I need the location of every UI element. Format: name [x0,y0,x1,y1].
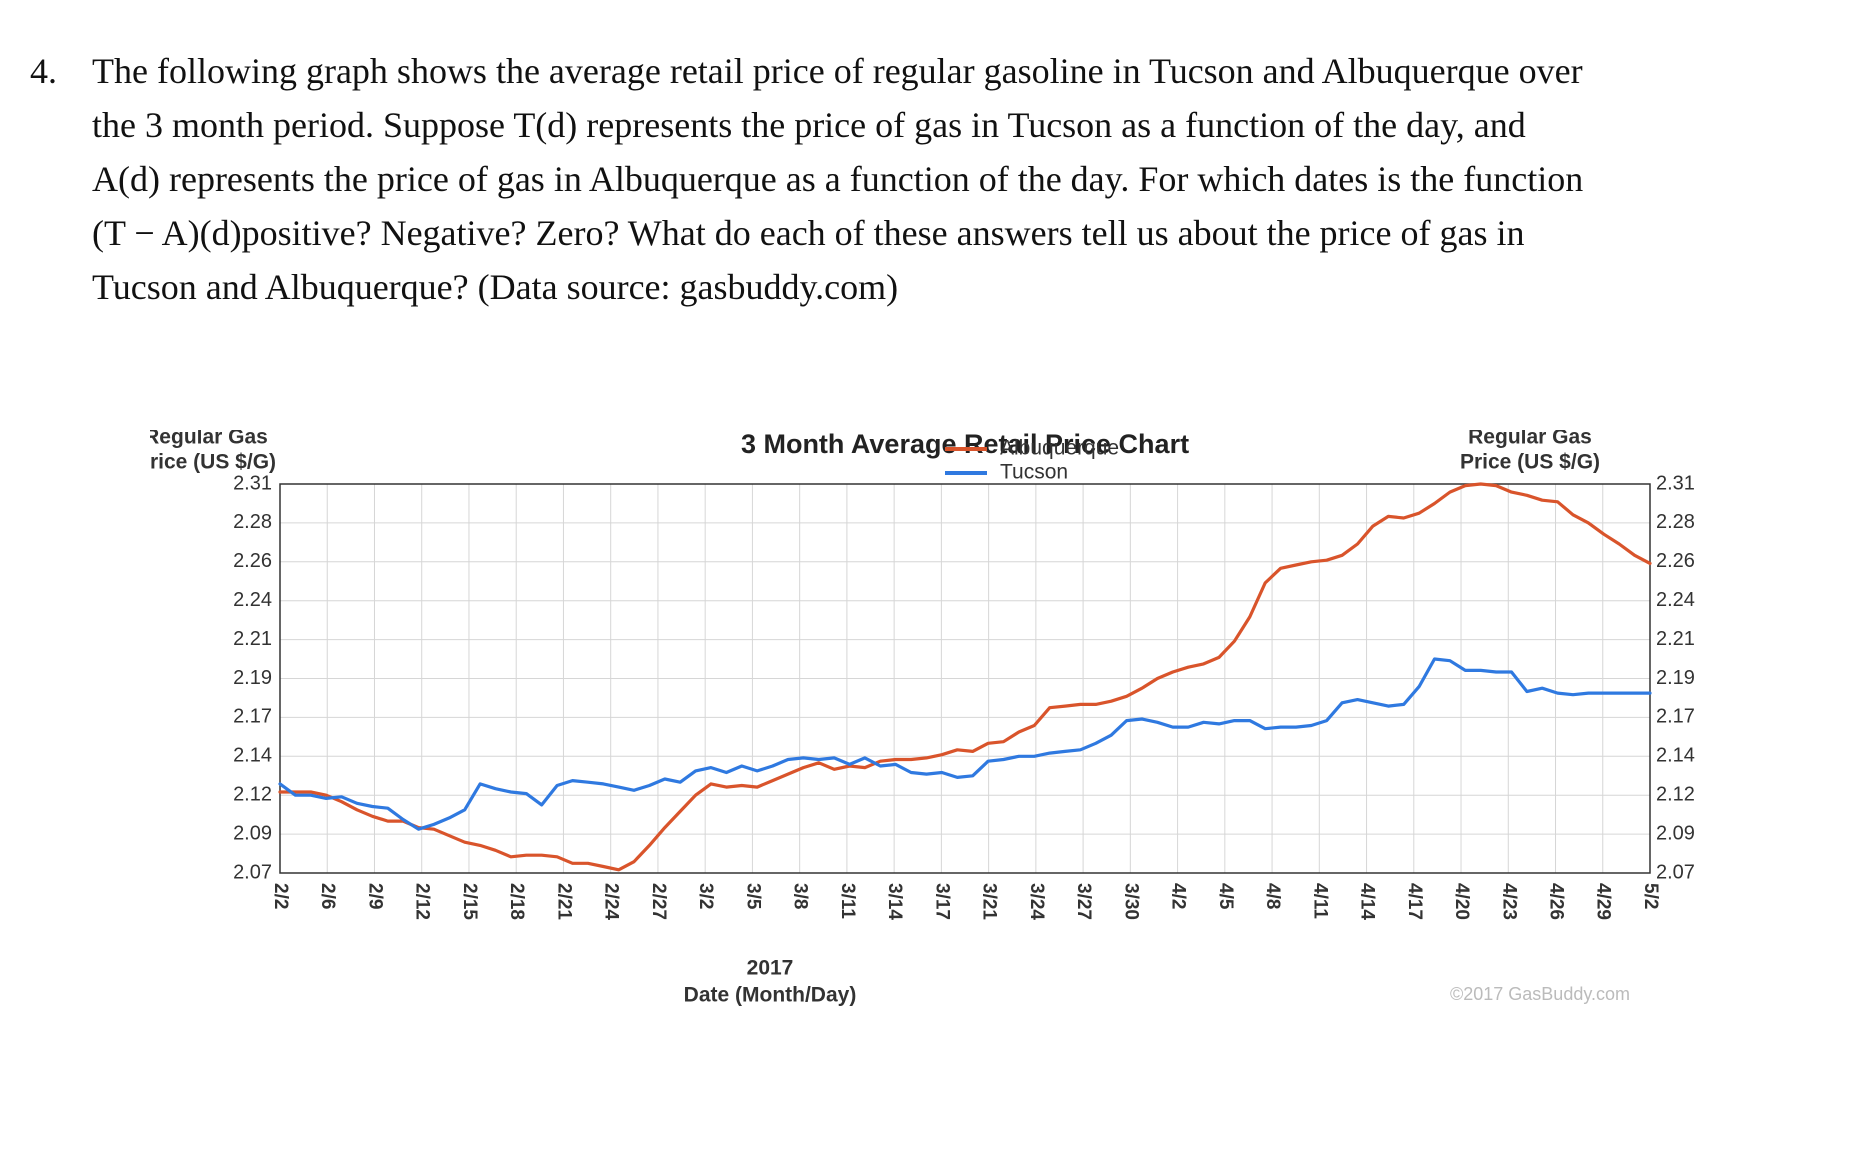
x-tick-label: 3/11 [837,883,858,919]
y-tick-label-left: 2.14 [233,745,272,767]
y-axis-title-left: Price (US $/G) [150,450,276,473]
y-tick-label-right: 2.28 [1656,511,1695,533]
y-tick-label-left: 2.26 [233,550,272,572]
problem-line-3: A(d) represents the price of gas in Albu… [92,159,1584,199]
watermark: ©2017 GasBuddy.com [1450,984,1630,1004]
y-tick-label-right: 2.24 [1656,589,1695,611]
x-tick-label: 4/17 [1404,883,1425,920]
y-tick-label-right: 2.31 [1656,472,1695,494]
series-line-albuquerque [278,482,1652,872]
x-tick-label: 4/11 [1309,883,1330,919]
x-tick-label: 3/5 [742,883,763,910]
x-tick-label: 3/27 [1073,883,1094,920]
problem-body: The following graph shows the average re… [92,44,1812,314]
year-label: 2017 [747,956,794,979]
y-tick-label-right: 2.07 [1656,861,1695,883]
x-tick-label: 5/2 [1640,883,1661,909]
x-tick-label: 4/8 [1262,883,1283,909]
legend-label-tucson: Tucson [1000,461,1068,484]
x-tick-label: 3/24 [1026,883,1047,920]
x-tick-label: 2/6 [317,883,338,909]
x-tick-label: 3/2 [695,883,716,909]
x-tick-label: 2/9 [364,883,385,909]
x-tick-label: 2/12 [412,883,433,920]
y-axis-title-right: Regular Gas [1468,430,1592,448]
x-tick-label: 2/21 [553,883,574,920]
y-tick-label-right: 2.19 [1656,667,1695,689]
problem-line-2: the 3 month period. Suppose T(d) represe… [92,105,1526,145]
y-tick-label-right: 2.17 [1656,706,1695,728]
y-tick-label-left: 2.09 [233,822,272,844]
x-axis-title: Date (Month/Day) [684,983,857,1006]
y-tick-label-left: 2.21 [233,628,272,650]
x-tick-label: 2/27 [648,883,669,920]
plot-frame [279,483,1651,874]
series-line-tucson [278,657,1652,831]
y-tick-label-right: 2.14 [1656,745,1695,767]
x-tick-label: 2/24 [601,883,622,920]
problem-number: 4. [30,51,57,91]
y-tick-label-left: 2.19 [233,667,272,689]
y-tick-label-right: 2.09 [1656,822,1695,844]
y-tick-label-left: 2.07 [233,861,272,883]
y-tick-label-right: 2.12 [1656,783,1695,805]
y-tick-label-right: 2.21 [1656,628,1695,650]
x-tick-label: 4/2 [1168,883,1189,909]
problem-line-1: The following graph shows the average re… [92,51,1583,91]
y-tick-label-right: 2.26 [1656,550,1695,572]
x-tick-label: 3/21 [979,883,1000,920]
x-tick-label: 3/8 [790,883,811,909]
y-tick-label-left: 2.17 [233,706,272,728]
y-tick-label-left: 2.24 [233,589,272,611]
y-tick-label-left: 2.12 [233,783,272,805]
problem-line-5: Tucson and Albuquerque? (Data source: ga… [92,267,899,307]
x-tick-label: 4/26 [1546,883,1567,920]
x-tick-label: 4/20 [1451,883,1472,920]
y-tick-label-left: 2.31 [233,472,272,494]
y-tick-label-left: 2.28 [233,511,272,533]
x-tick-label: 4/29 [1593,883,1614,920]
y-axis-title-right: Price (US $/G) [1460,450,1600,473]
x-tick-label: 3/14 [884,883,905,920]
problem-line-4: (T − A)(d)positive? Negative? Zero? What… [92,213,1525,253]
x-tick-label: 4/23 [1498,883,1519,920]
legend-label-albuquerque: Albuquerque [1000,437,1119,460]
x-tick-label: 2/2 [270,883,291,909]
x-tick-label: 4/5 [1215,883,1236,910]
x-tick-label: 3/17 [931,883,952,920]
chart-title: 3 Month Average Retail Price Chart [741,430,1189,459]
gas-price-chart: 3 Month Average Retail Price Chart Regula… [150,430,1695,1006]
x-tick-label: 4/14 [1357,883,1378,920]
x-tick-label: 2/15 [459,883,480,920]
x-tick-label: 3/30 [1120,883,1141,920]
x-tick-label: 2/18 [506,883,527,920]
y-axis-title-left: Regular Gas [150,430,268,448]
